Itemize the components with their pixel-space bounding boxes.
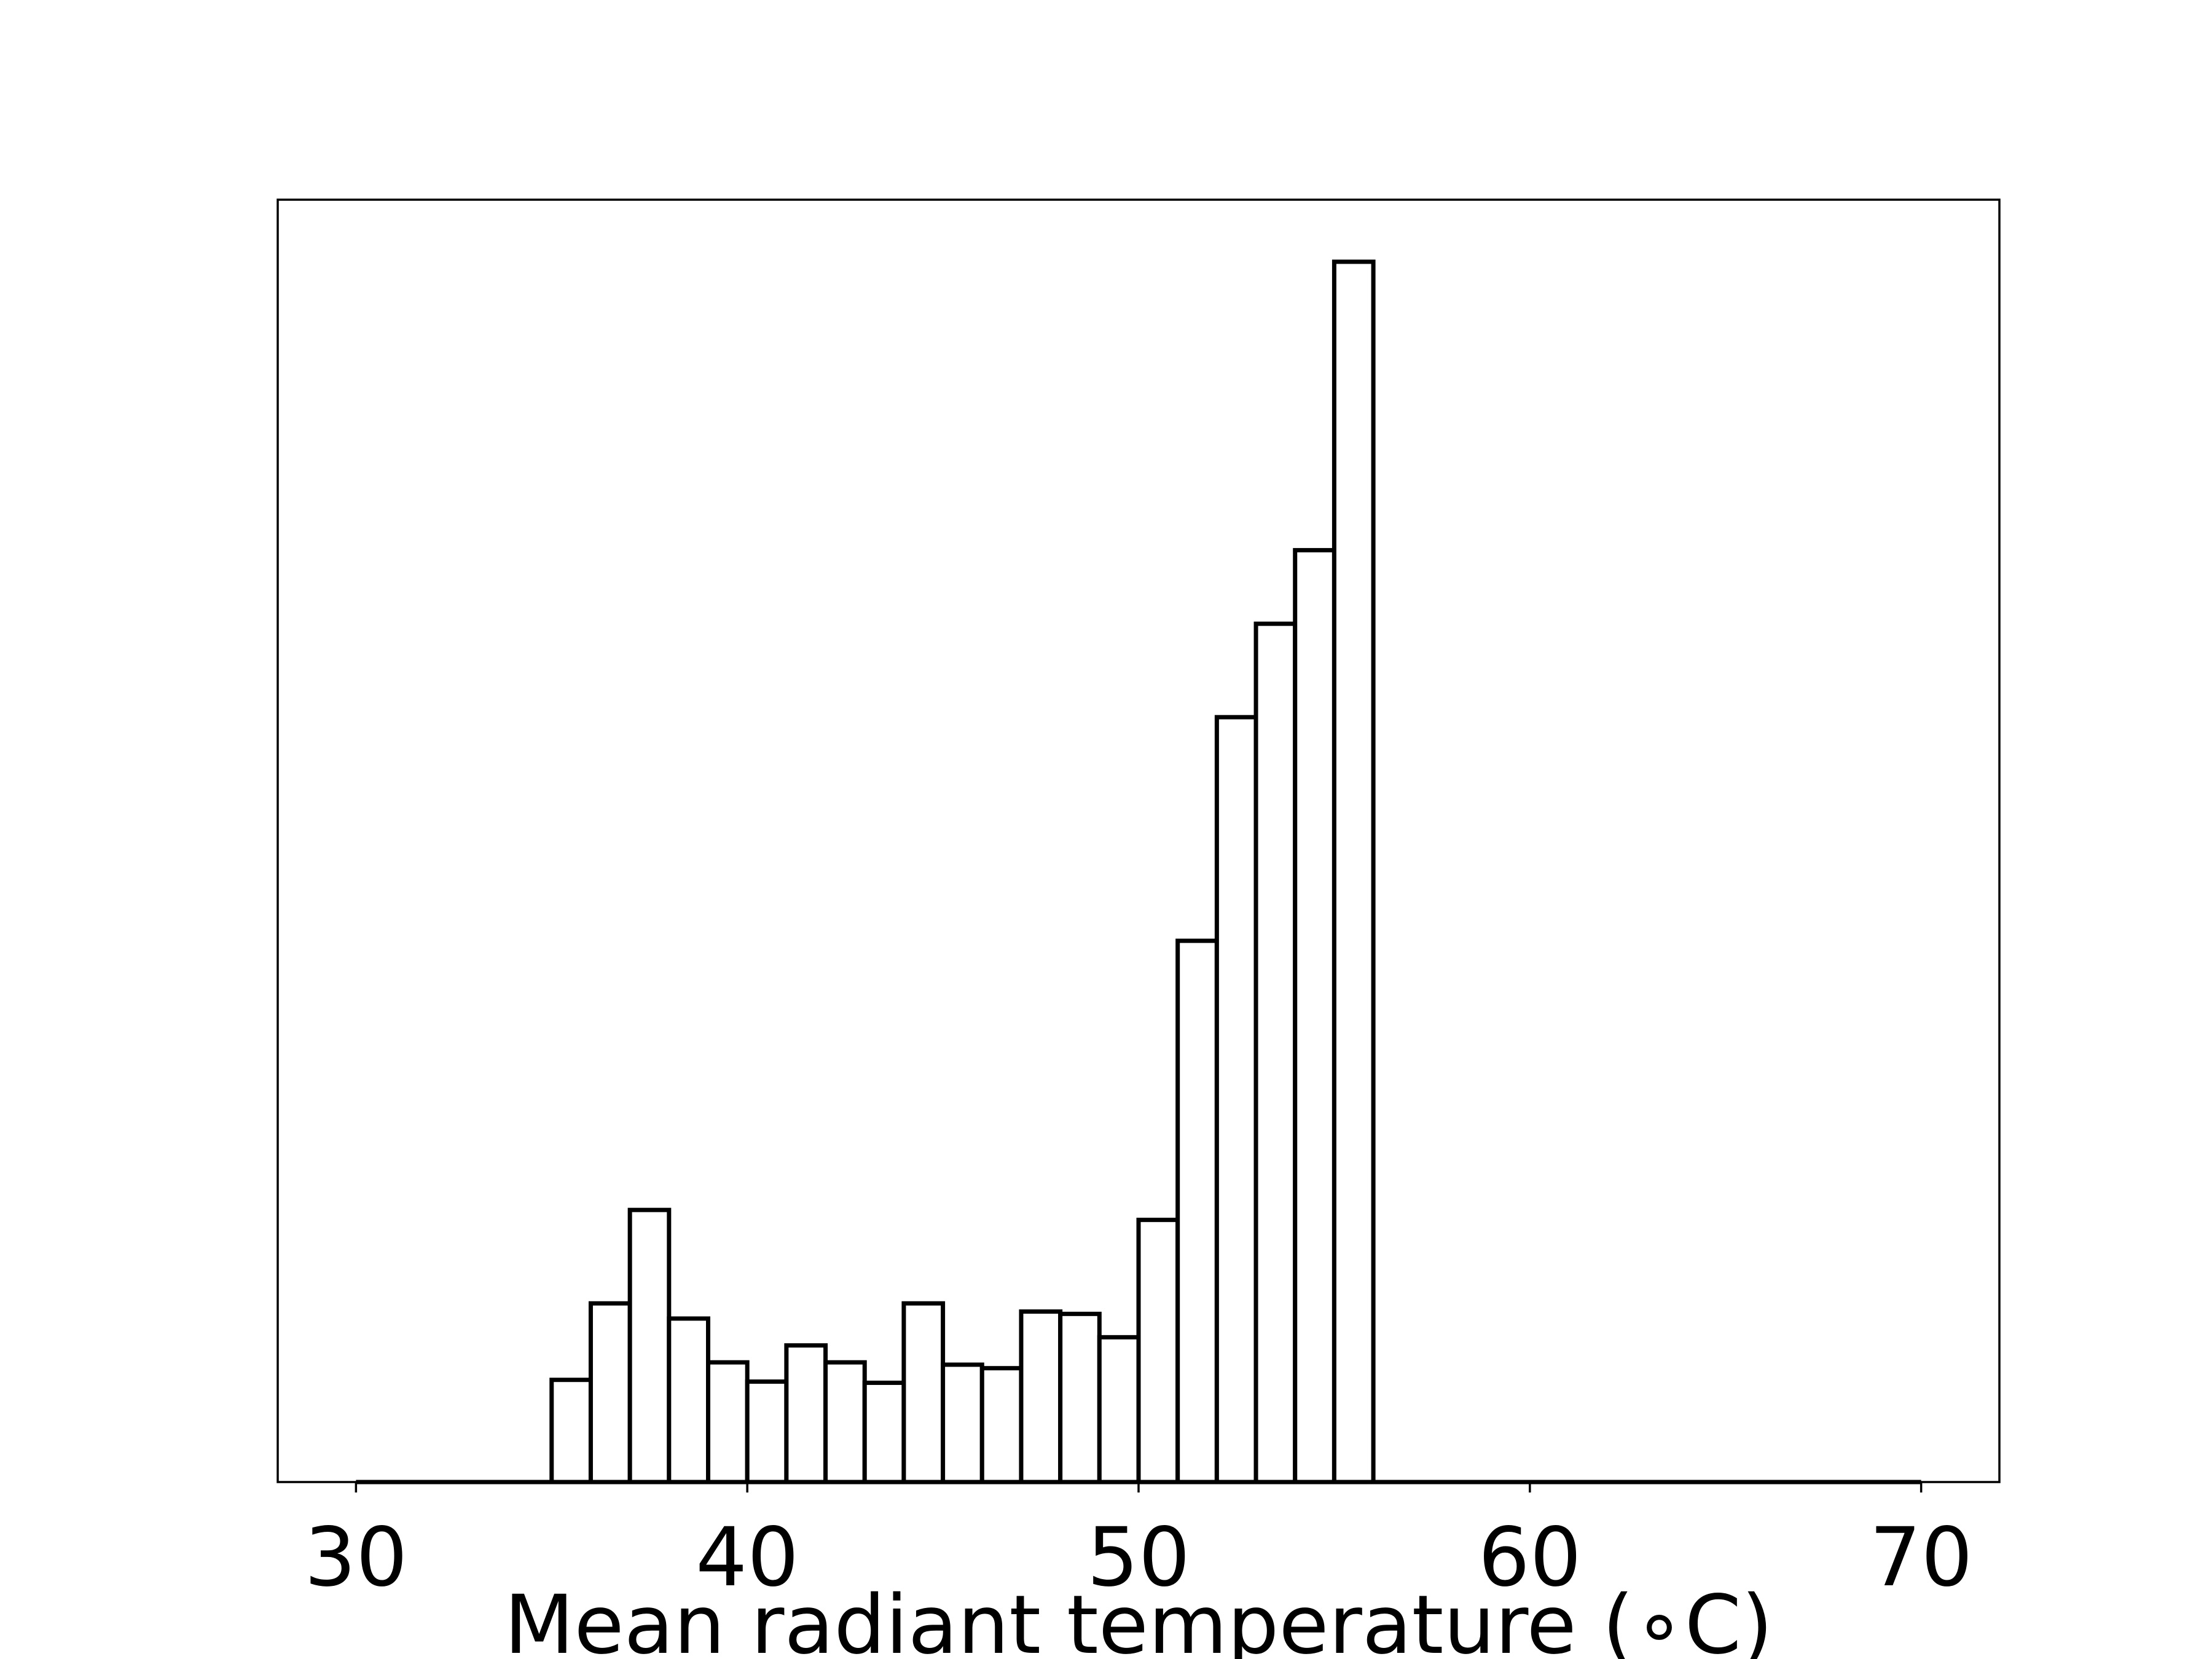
histogram-bar [862,1380,906,1484]
histogram-bars [549,259,1376,1484]
histogram-bar [706,1360,750,1484]
x-axis-label: Mean radiant temperature (∘C) [504,1578,1773,1659]
x-tick-label: 30 [304,1510,407,1605]
histogram-bar [979,1366,1024,1484]
x-tick-label: 70 [1870,1510,1973,1605]
histogram-bar [745,1379,789,1484]
histogram-bar [1058,1311,1102,1484]
x-tick-label: 60 [1478,1510,1582,1605]
histogram-bar [784,1343,828,1484]
histogram-bar [1097,1335,1141,1484]
histogram-bar [823,1360,867,1484]
histogram-bar [1136,1217,1180,1484]
histogram-bar [941,1362,984,1484]
x-tick-label: 40 [696,1510,799,1605]
histogram-bar [667,1316,711,1484]
histogram-bar [1293,547,1336,1484]
x-axis-ticks: 30 40 50 60 70 [304,1482,1973,1605]
histogram-bar [1253,621,1298,1484]
histogram-bar [1214,715,1258,1484]
histogram-bar [1175,938,1219,1484]
histogram-bar [1332,259,1376,1484]
histogram-bar [588,1301,632,1484]
histogram-bar [1019,1309,1063,1484]
histogram-bar [549,1378,593,1484]
histogram-bar [627,1207,672,1484]
histogram-bar [901,1301,946,1484]
x-tick-label: 50 [1087,1510,1190,1605]
